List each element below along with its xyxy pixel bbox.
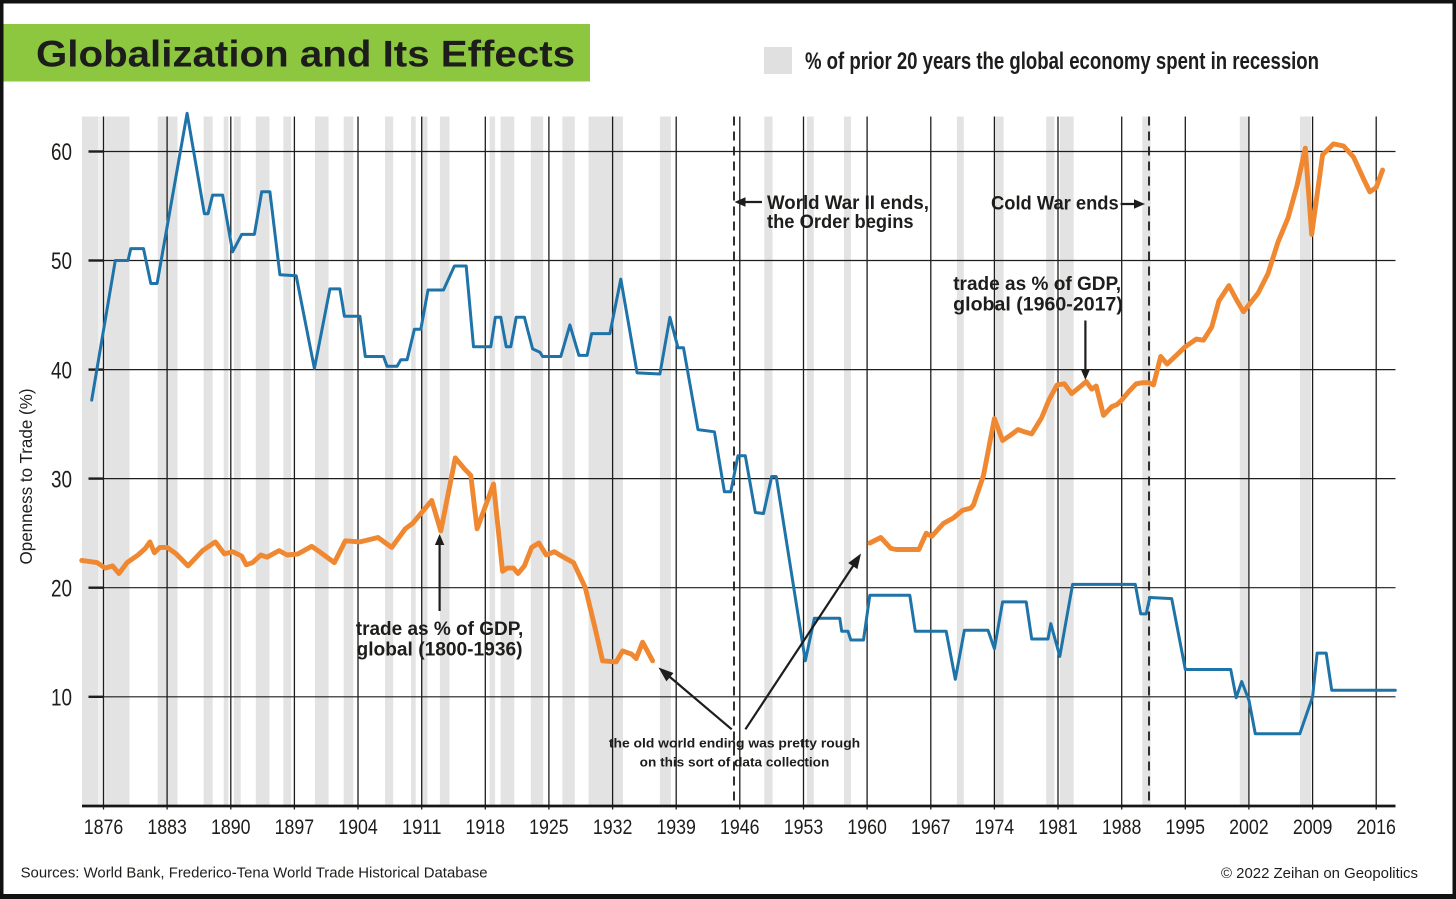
svg-text:60: 60 <box>51 139 72 166</box>
svg-text:Sources: World Bank, Frederico: Sources: World Bank, Frederico-Tena Worl… <box>21 865 488 882</box>
svg-text:50: 50 <box>51 248 72 275</box>
svg-text:40: 40 <box>51 357 72 384</box>
svg-text:2016: 2016 <box>1356 815 1396 839</box>
svg-text:1925: 1925 <box>529 815 569 839</box>
svg-text:World War II ends,: World War II ends, <box>767 192 929 214</box>
svg-text:1904: 1904 <box>338 815 378 839</box>
svg-text:% of prior 20 years the global: % of prior 20 years the global economy s… <box>805 48 1319 75</box>
svg-text:1953: 1953 <box>784 815 824 839</box>
svg-text:1939: 1939 <box>656 815 696 839</box>
svg-text:global (1800-1936): global (1800-1936) <box>357 639 523 661</box>
svg-text:10: 10 <box>51 685 72 712</box>
svg-text:20: 20 <box>51 575 72 602</box>
svg-text:1974: 1974 <box>975 815 1015 839</box>
svg-text:1890: 1890 <box>211 815 251 839</box>
svg-text:1918: 1918 <box>466 815 506 839</box>
svg-text:1981: 1981 <box>1038 815 1078 839</box>
svg-text:30: 30 <box>51 466 72 493</box>
svg-text:trade as % of GDP,: trade as % of GDP, <box>953 273 1121 295</box>
svg-text:2002: 2002 <box>1229 815 1269 839</box>
svg-text:Cold War ends: Cold War ends <box>991 193 1119 215</box>
svg-text:© 2022 Zeihan on Geopolitics: © 2022 Zeihan on Geopolitics <box>1221 865 1418 882</box>
svg-text:the Order begins: the Order begins <box>767 211 914 233</box>
svg-text:1946: 1946 <box>720 815 760 839</box>
svg-text:1883: 1883 <box>147 815 187 839</box>
svg-text:trade as % of GDP,: trade as % of GDP, <box>356 618 524 640</box>
svg-text:1960: 1960 <box>847 815 887 839</box>
svg-text:1932: 1932 <box>593 815 633 839</box>
svg-text:1995: 1995 <box>1166 815 1206 839</box>
svg-text:1967: 1967 <box>911 815 951 839</box>
svg-text:Openness to Trade (%): Openness to Trade (%) <box>16 389 36 565</box>
svg-text:the old world ending was prett: the old world ending was pretty rough <box>609 735 860 750</box>
svg-text:1911: 1911 <box>402 815 442 839</box>
svg-text:1876: 1876 <box>84 815 124 839</box>
svg-text:2009: 2009 <box>1293 815 1333 839</box>
svg-text:1988: 1988 <box>1102 815 1142 839</box>
svg-text:global (1960-2017): global (1960-2017) <box>953 294 1123 316</box>
svg-text:on this sort of data collectio: on this sort of data collection <box>640 755 830 770</box>
svg-text:Globalization and Its Effects: Globalization and Its Effects <box>36 34 575 75</box>
svg-text:1897: 1897 <box>275 815 315 839</box>
